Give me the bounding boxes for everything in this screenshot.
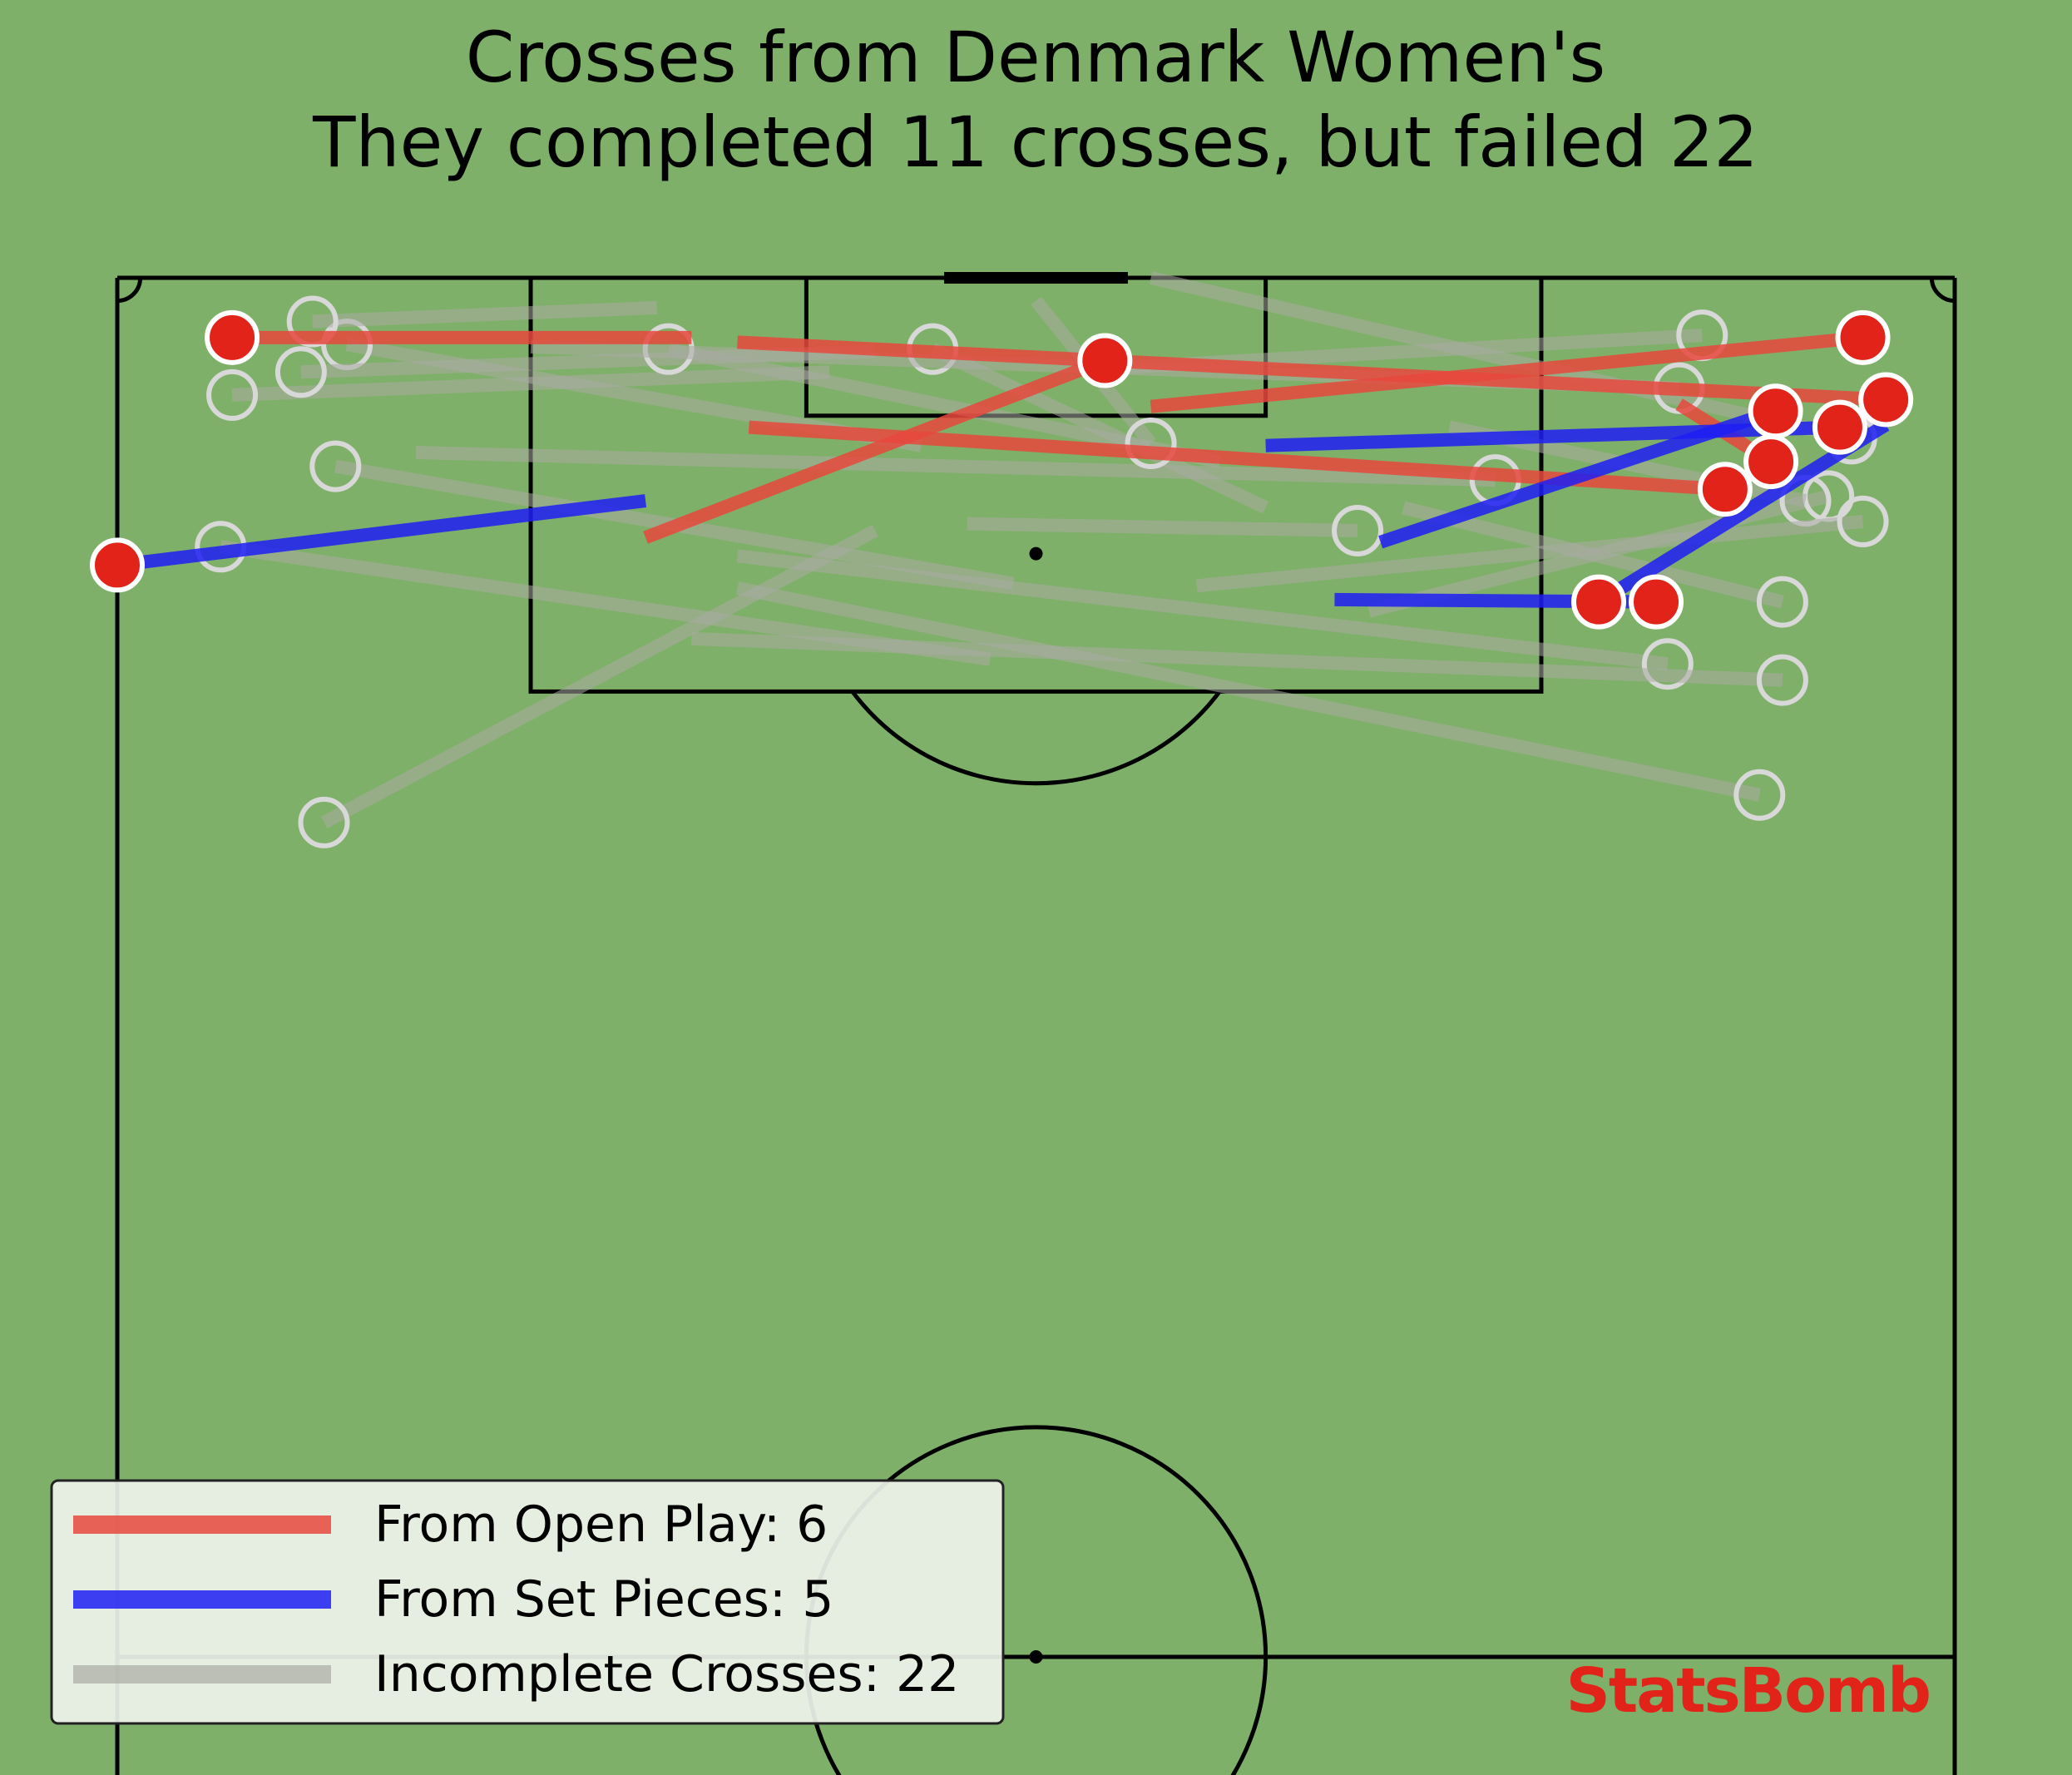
incomplete-cross-start-18 [286, 295, 339, 348]
incomplete-cross-line-7 [1196, 514, 1864, 593]
corner-arc-right [1929, 277, 1956, 304]
incomplete-cross-line-19 [220, 540, 991, 666]
incomplete-cross-start-2 [274, 346, 327, 398]
open-play-cross-start-4 [1743, 434, 1799, 490]
incomplete-cross-start-7 [1837, 495, 1889, 547]
open-play-cross-line-1 [1150, 330, 1864, 413]
incomplete-cross-line-8 [1402, 501, 1784, 609]
incomplete-cross-line-1 [231, 365, 830, 402]
incomplete-cross-start-17 [1125, 417, 1177, 469]
chart-titles: Crosses from Denmark Women's They comple… [312, 17, 1758, 183]
centre-spot [1029, 1650, 1043, 1664]
open-play-cross-start-1 [1835, 309, 1891, 365]
completed-crosses [90, 309, 1914, 630]
incomplete-cross-line-18 [312, 300, 658, 329]
set-piece-cross-start-2 [1629, 574, 1684, 630]
incomplete-cross-start-10 [1756, 654, 1808, 706]
incomplete-cross-start-4 [1332, 504, 1384, 556]
incomplete-cross-line-11 [735, 581, 1761, 802]
open-play-cross-start-2 [1858, 372, 1914, 428]
incomplete-cross-line-20 [1149, 271, 1853, 446]
incomplete-cross-start-13 [309, 440, 362, 492]
set-piece-cross-start-3 [1748, 383, 1803, 439]
set-piece-cross-start-0 [1812, 399, 1867, 455]
incomplete-cross-start-11 [1733, 769, 1786, 821]
corner-arc-left [116, 277, 143, 304]
open-play-cross-start-3 [1697, 462, 1753, 517]
incomplete-cross-line-15 [929, 343, 1269, 514]
set-piece-cross-line-1 [116, 494, 647, 572]
set-piece-cross-line-3 [1378, 404, 1778, 549]
incomplete-cross-line-9 [736, 549, 1669, 671]
penalty-spot [1029, 546, 1043, 561]
legend-label-incomplete: Incomplete Crosses: 22 [374, 1645, 959, 1703]
incomplete-cross-start-9 [1641, 638, 1694, 690]
legend-label-set-pieces: From Set Pieces: 5 [374, 1570, 833, 1629]
set-piece-cross-start-4 [1571, 574, 1627, 630]
open-play-cross-line-2 [737, 335, 1887, 407]
incomplete-cross-line-12 [320, 524, 878, 828]
incomplete-cross-start-12 [298, 796, 350, 848]
chart-title: Crosses from Denmark Women's [466, 17, 1606, 98]
incomplete-cross-start-8 [1756, 576, 1808, 628]
incomplete-cross-start-1 [206, 368, 259, 421]
open-play-cross-start-5 [1077, 333, 1133, 388]
incomplete-cross-line-3 [415, 446, 1496, 487]
incomplete-cross-line-4 [967, 517, 1358, 537]
legend-box [50, 1479, 1005, 1725]
legend-label-open-play: From Open Play: 6 [374, 1496, 828, 1554]
set-piece-cross-start-1 [90, 537, 145, 593]
statsbomb-logo: StatsBomb [1566, 1655, 1930, 1727]
open-play-cross-start-0 [205, 309, 260, 365]
set-piece-cross-line-0 [1265, 420, 1841, 452]
legend: From Open Play: 6 From Set Pieces: 5 Inc… [50, 1479, 1005, 1725]
penalty-arc [850, 690, 1222, 786]
chart-subtitle: They completed 11 crosses, but failed 22 [312, 101, 1758, 183]
open-play-cross-line-5 [643, 354, 1108, 544]
